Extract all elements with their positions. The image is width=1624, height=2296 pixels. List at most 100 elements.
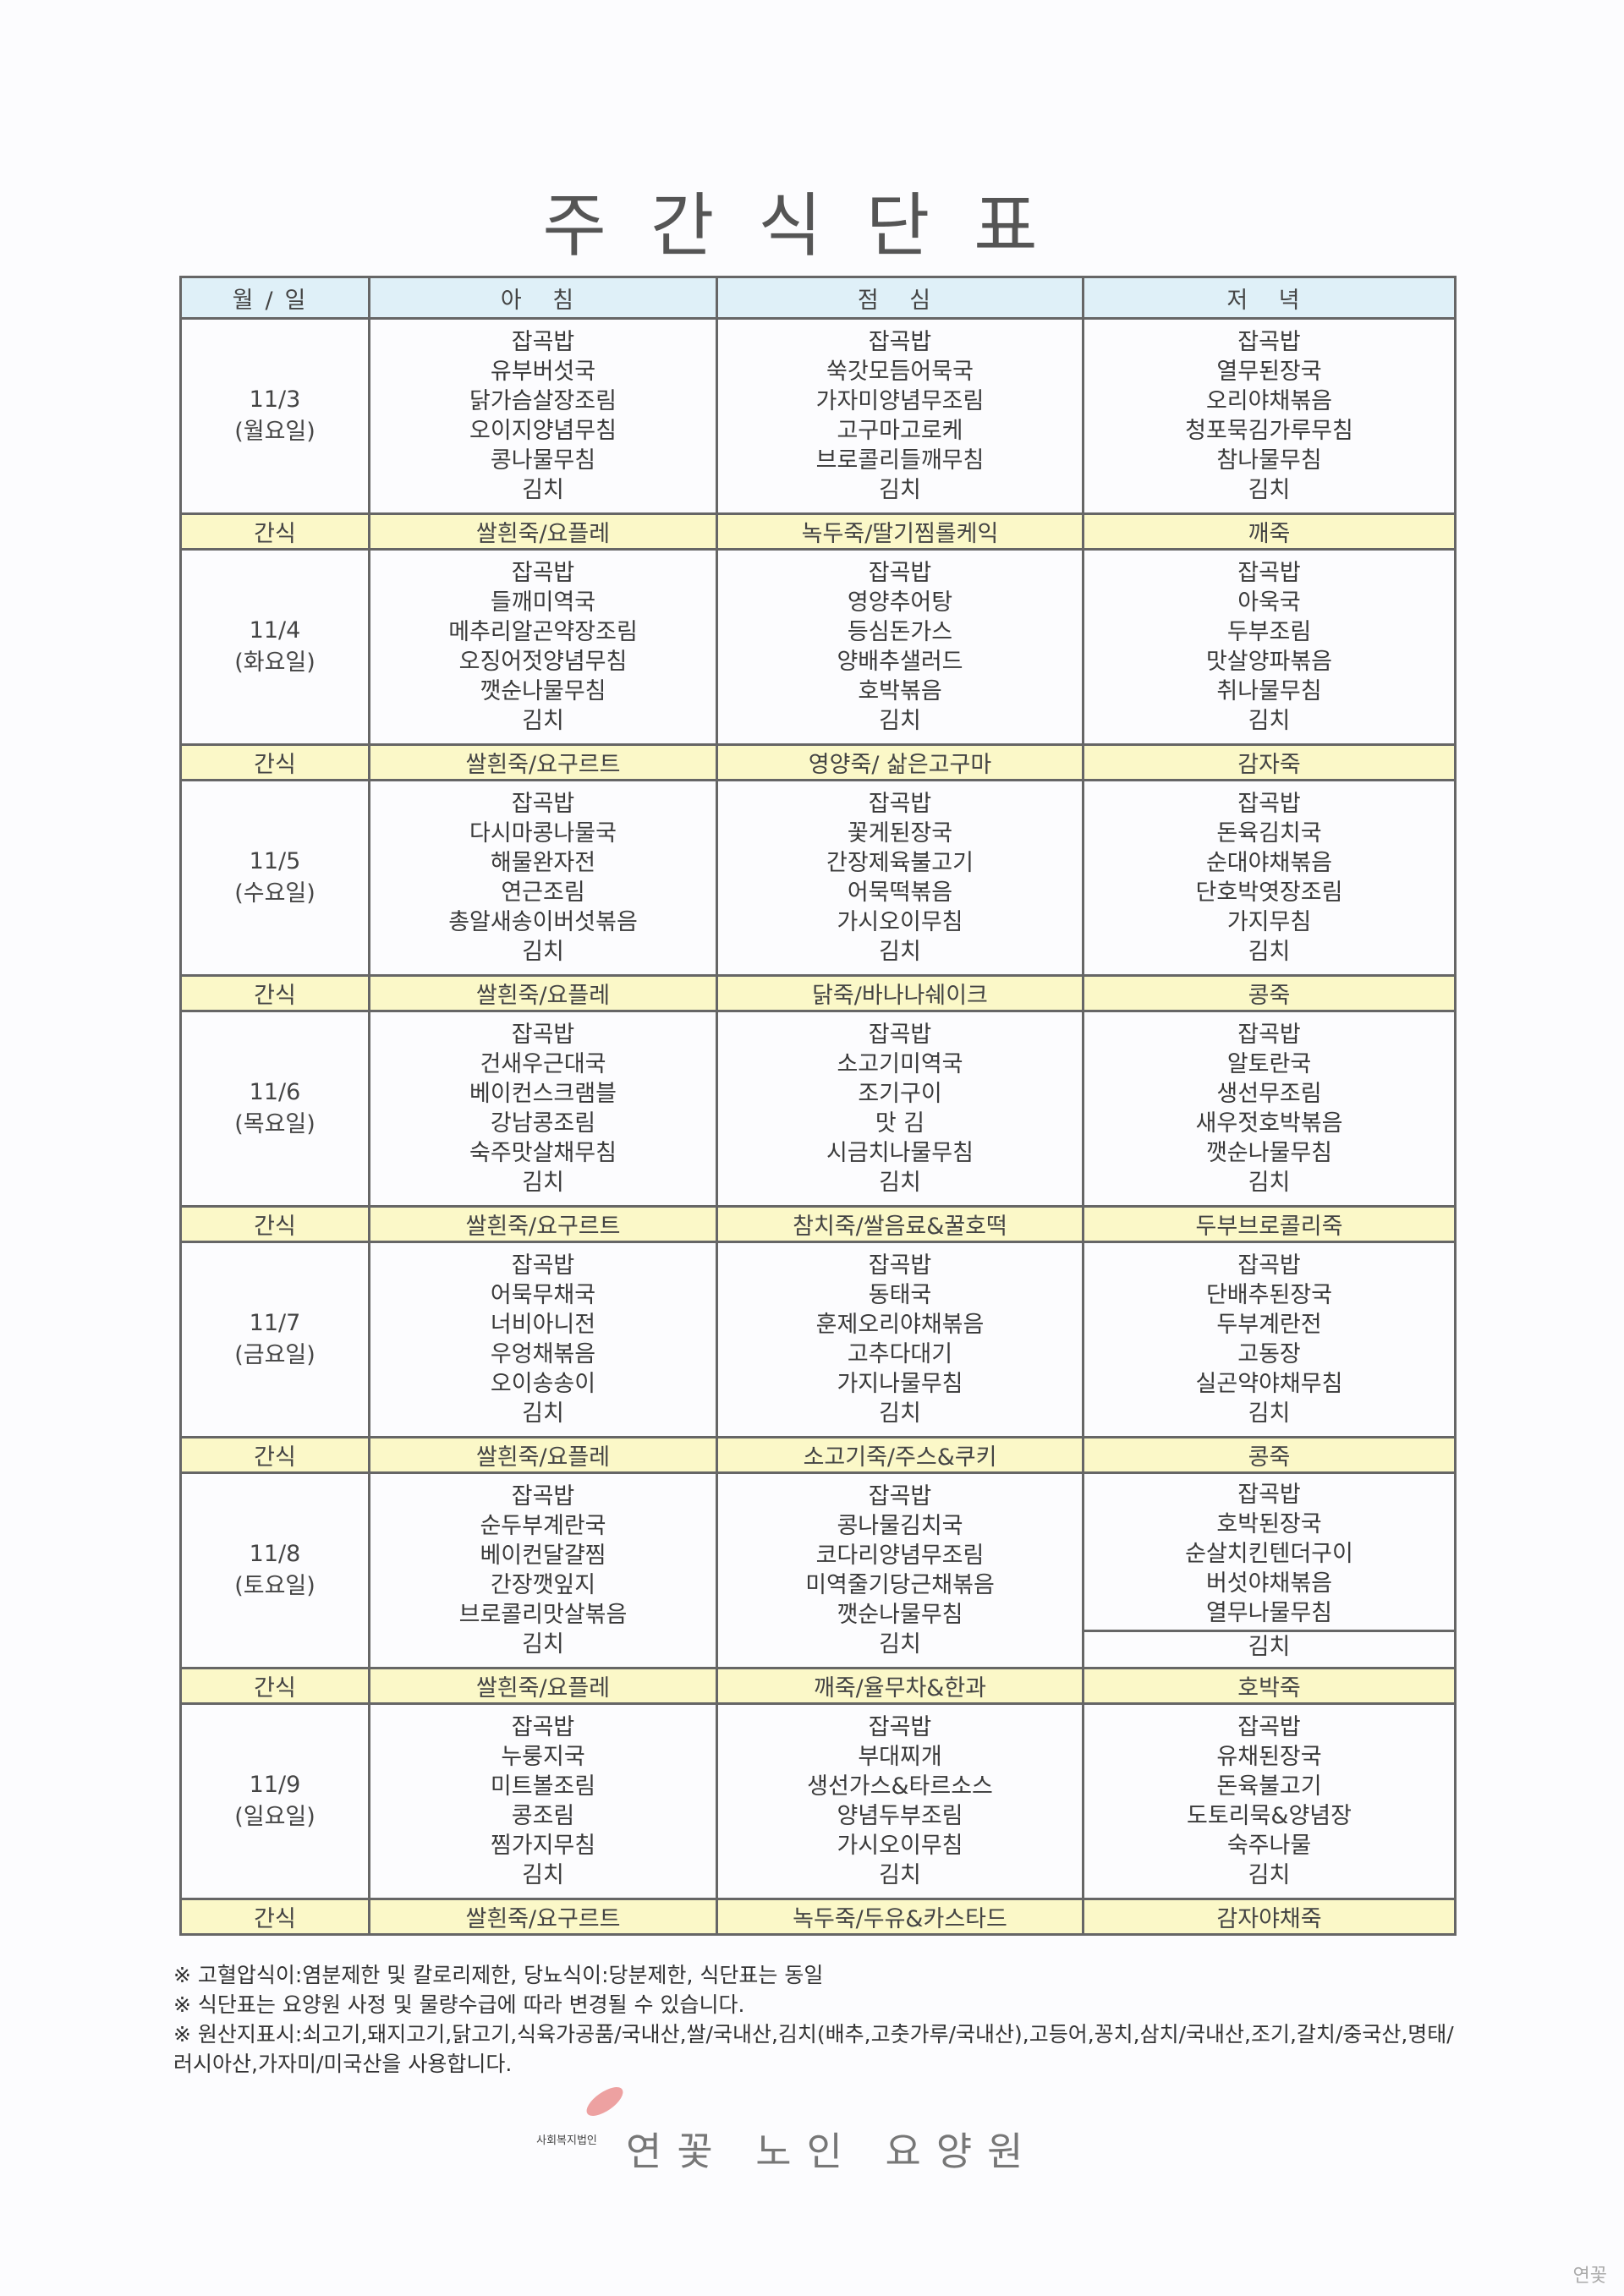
menu-item: 잡곡밥 (868, 791, 932, 817)
date: 11/8 (249, 1541, 301, 1567)
menu-item: 김치 (522, 708, 564, 734)
menu-item: 유채된장국 (1216, 1744, 1322, 1770)
menu-item: 잡곡밥 (868, 1022, 932, 1048)
corner-watermark-logo: 연꽃 (1572, 2266, 1607, 2287)
menu-item: 양념두부조림 (837, 1803, 963, 1829)
menu-item: 맛살양파볶음 (1205, 649, 1333, 675)
menu-item: 오리야채볶음 (1205, 388, 1333, 414)
menu-item: 깻순나물무침 (480, 678, 606, 704)
day-row: 11/6 (목요일) 잡곡밥 건새우근대국 베이컨스크램블 강남콩조림 숙주맛살채무침 김치 잡… (179, 1010, 1457, 1208)
dinner-cell: 잡곡밥 단배추된장국 두부계란전 고동장 실곤약야채무침 김치 (1082, 1241, 1457, 1438)
date: 11/4 (249, 617, 301, 644)
snack-item: 쌀흰죽/요플레 (368, 1436, 718, 1474)
date-cell: 11/4 (화요일) (179, 548, 370, 746)
menu-item: 콩나물김치국 (837, 1513, 963, 1539)
menu-item: 김치 (522, 1862, 564, 1888)
date-cell: 11/9 (일요일) (179, 1702, 370, 1900)
snack-item: 호박죽 (1082, 1667, 1457, 1705)
weekday: (목요일) (234, 1111, 315, 1137)
menu-item: 총알새송이버섯볶음 (448, 909, 638, 935)
day-row: 11/8 (토요일) 잡곡밥 순두부계란국 베이컨달걀찜 간장깻잎지 브로콜리맛살볶음 김치 잡… (179, 1471, 1457, 1669)
menu-item: 유부버섯국 (490, 359, 596, 385)
menu-item: 잡곡밥 (868, 1252, 932, 1279)
menu-item: 잡곡밥 (868, 560, 932, 586)
menu-item: 아욱국 (1237, 589, 1301, 616)
menu-item: 순대야채볶음 (1205, 850, 1333, 876)
header-date: 월/일 (179, 276, 370, 320)
menu-item: 청포묵김가루무침 (1185, 418, 1353, 444)
date: 11/7 (249, 1310, 301, 1336)
menu-item: 브로콜리맛살볶음 (458, 1602, 628, 1628)
snack-label: 간식 (179, 1436, 370, 1474)
menu-item: 오징어젓양념무침 (458, 649, 628, 675)
snack-item: 쌀흰죽/요플레 (368, 512, 718, 551)
menu-item: 김치 (879, 939, 921, 965)
menu-item: 너비아니전 (490, 1312, 596, 1338)
lunch-cell: 잡곡밥 꽃게된장국 간장제육불고기 어묵떡볶음 가시오이무침 김치 (716, 779, 1084, 977)
weekday: (일요일) (234, 1804, 315, 1830)
menu-item: 훈제오리야채볶음 (815, 1312, 985, 1338)
date-cell: 11/7 (금요일) (179, 1241, 370, 1438)
day-row: 11/9 (일요일) 잡곡밥 누룽지국 미트볼조림 콩조림 찜가지무침 김치 잡곡밥 부대찌개 생선… (179, 1702, 1457, 1900)
menu-item: 두부조림 (1226, 619, 1312, 645)
menu-item: 고구마고로케 (837, 418, 963, 444)
menu-item: 잡곡밥 (511, 560, 575, 586)
snack-label: 간식 (179, 743, 370, 781)
menu-item: 조기구이 (858, 1081, 942, 1107)
menu-item: 오이지양념무침 (469, 418, 617, 444)
menu-item: 취나물무침 (1216, 678, 1322, 704)
menu-item: 브로콜리들깨무침 (815, 447, 985, 474)
snack-item: 콩죽 (1082, 974, 1457, 1012)
menu-item: 김치 (1248, 1170, 1291, 1196)
menu-item: 김치 (522, 1400, 564, 1427)
snack-item: 깨죽/율무차&한과 (716, 1667, 1084, 1705)
snack-item: 쌀흰죽/요구르트 (368, 1205, 718, 1243)
snack-item: 닭죽/바나나쉐이크 (716, 974, 1084, 1012)
menu-item: 잡곡밥 (1237, 329, 1301, 355)
menu-item: 부대찌개 (858, 1744, 942, 1770)
weekday: (화요일) (234, 649, 315, 676)
menu-item: 미트볼조림 (490, 1773, 596, 1800)
menu-item: 돈육불고기 (1216, 1773, 1322, 1800)
snack-row: 간식 쌀흰죽/요플레 녹두죽/딸기찜롤케익 깨죽 (179, 512, 1457, 551)
menu-item: 김치 (1248, 1400, 1291, 1427)
lunch-cell: 잡곡밥 부대찌개 생선가스&타르소스 양념두부조림 가시오이무침 김치 (716, 1702, 1084, 1900)
menu-item: 김치 (879, 1170, 921, 1196)
menu-item: 시금치나물무침 (826, 1140, 974, 1166)
menu-item: 김치 (879, 477, 921, 503)
menu-item: 콩나물무침 (490, 447, 596, 474)
snack-item: 소고기죽/주스&쿠키 (716, 1436, 1084, 1474)
menu-item: 김치 (879, 1400, 921, 1427)
snack-row: 간식 쌀흰죽/요플레 소고기죽/주스&쿠키 콩죽 (179, 1436, 1457, 1474)
snack-item: 참치죽/쌀음료&꿀호떡 (716, 1205, 1084, 1243)
lunch-cell: 잡곡밥 콩나물김치국 코다리양념무조림 미역줄기당근채볶음 깻순나물무침 김치 (716, 1471, 1084, 1669)
snack-row: 간식 쌀흰죽/요구르트 참치죽/쌀음료&꿀호떡 두부브로콜리죽 (179, 1205, 1457, 1243)
snack-row: 간식 쌀흰죽/요구르트 녹두죽/두유&카스타드 감자야채죽 (179, 1898, 1457, 1936)
menu-item: 순두부계란국 (480, 1513, 606, 1539)
menu-item: 김치 (1248, 708, 1291, 734)
menu-item: 김치 (1248, 1862, 1291, 1888)
date-cell: 11/6 (목요일) (179, 1010, 370, 1208)
menu-item: 순살치킨텐더구이 (1185, 1540, 1353, 1567)
menu-item: 잡곡밥 (1237, 560, 1301, 586)
menu-item: 단배추된장국 (1205, 1282, 1333, 1308)
lunch-cell: 잡곡밥 소고기미역국 조기구이 맛 김 시금치나물무침 김치 (716, 1010, 1084, 1208)
menu-item: 간장제육불고기 (826, 850, 974, 876)
menu-item: 김치 (1248, 939, 1291, 965)
breakfast-cell: 잡곡밥 어묵무채국 너비아니전 우엉채볶음 오이송송이 김치 (368, 1241, 718, 1438)
menu-item: 버섯야채볶음 (1205, 1570, 1333, 1597)
menu-item: 잡곡밥 (1237, 791, 1301, 817)
breakfast-cell: 잡곡밥 건새우근대국 베이컨스크램블 강남콩조림 숙주맛살채무침 김치 (368, 1010, 718, 1208)
menu-item: 간장깻잎지 (490, 1572, 596, 1598)
menu-item: 오이송송이 (490, 1371, 596, 1397)
menu-item: 메추리알곤약장조림 (448, 619, 638, 645)
menu-item: 새우젓호박볶음 (1195, 1110, 1343, 1137)
menu-item: 도토리묵&양념장 (1187, 1803, 1352, 1829)
menu-item: 동태국 (868, 1282, 932, 1308)
menu-item: 해물완자전 (490, 850, 596, 876)
snack-item: 녹두죽/두유&카스타드 (716, 1898, 1084, 1936)
menu-item: 가지무침 (1226, 909, 1312, 935)
menu-item: 찜가지무침 (490, 1833, 596, 1859)
menu-item: 호박볶음 (858, 678, 942, 704)
weekly-menu-table: 월/일 아 침 점 심 저 녁 11/3 (월요일) 잡곡밥 유부버섯국 닭가슴살장조림… (179, 276, 1457, 1936)
